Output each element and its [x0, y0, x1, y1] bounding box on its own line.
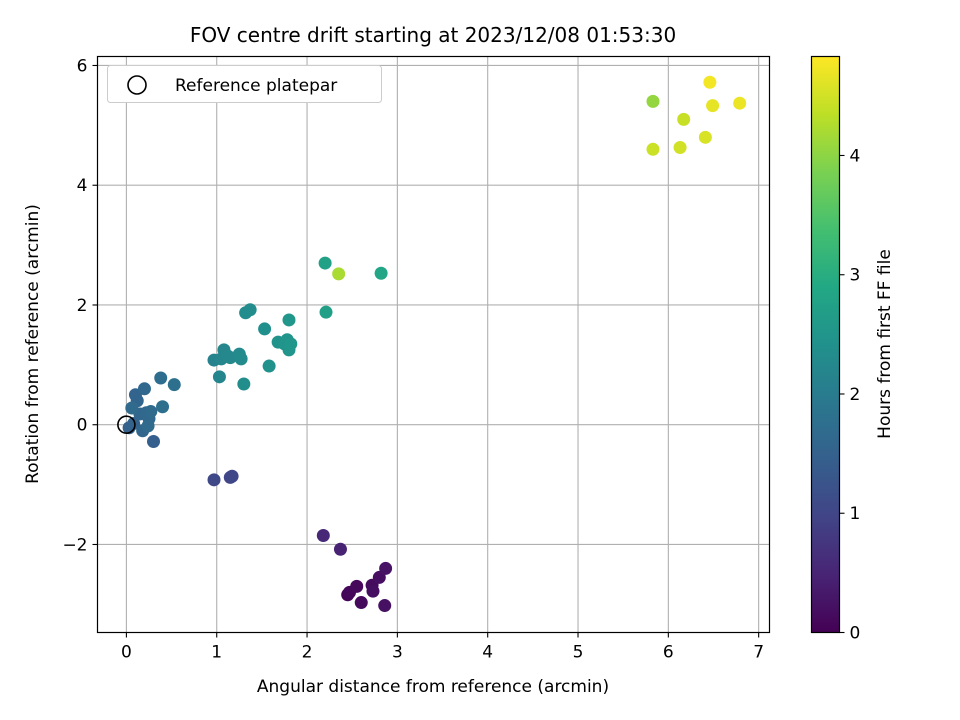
data-point — [677, 112, 691, 126]
data-point — [333, 542, 347, 556]
colorbar-tick-label: 0 — [850, 624, 861, 644]
colorbar-ticks: 0 1 2 3 4 — [839, 146, 861, 644]
y-tick-label: 2 — [77, 296, 88, 316]
plot-frame — [96, 55, 771, 634]
y-tick-label: 4 — [77, 176, 88, 196]
y-tick-label: 0 — [77, 416, 88, 436]
data-point — [366, 584, 380, 598]
data-point — [350, 579, 364, 593]
legend-label-reference: Reference platepar — [175, 76, 337, 96]
data-point — [282, 313, 296, 327]
data-point — [147, 434, 160, 448]
data-point — [354, 596, 368, 610]
legend: Reference platepar — [107, 65, 382, 103]
legend-marker-reference — [127, 75, 147, 95]
data-point — [318, 256, 332, 270]
x-tick-label: 0 — [121, 643, 132, 663]
data-point — [207, 473, 221, 487]
grid-lines — [97, 56, 770, 633]
data-point — [144, 405, 158, 419]
colorbar-tick-label: 2 — [850, 385, 861, 405]
legend-box — [107, 65, 382, 103]
data-point — [698, 130, 712, 144]
x-axis-label: Angular distance from reference (arcmin) — [257, 677, 609, 697]
colorbar-tick-label: 3 — [850, 266, 861, 286]
data-point — [646, 94, 660, 108]
reference-marker — [117, 415, 136, 435]
data-point — [156, 400, 170, 414]
x-tick-label: 5 — [573, 643, 584, 663]
data-point — [262, 359, 276, 373]
y-tick-label: −2 — [62, 535, 87, 555]
x-tick-label: 6 — [663, 643, 674, 663]
x-tick-label: 3 — [392, 643, 403, 663]
data-point — [673, 141, 687, 155]
data-point — [141, 419, 155, 433]
colorbar-tick-label: 1 — [850, 504, 861, 524]
x-tick-label: 4 — [482, 643, 493, 663]
data-points — [122, 75, 747, 613]
data-point — [125, 401, 139, 415]
data-point — [234, 352, 248, 366]
y-axis-label: Rotation from reference (arcmin) — [23, 204, 43, 484]
data-point — [284, 337, 298, 351]
data-point — [374, 266, 388, 280]
data-point — [243, 303, 257, 317]
data-point — [372, 570, 386, 584]
data-point — [225, 469, 239, 483]
data-point — [258, 322, 272, 336]
y-axis-ticks: −2 0 2 4 6 — [62, 56, 98, 555]
data-point — [316, 529, 330, 543]
y-tick-label: 6 — [77, 56, 88, 76]
data-point — [127, 417, 141, 431]
data-point — [379, 561, 393, 575]
data-point — [237, 377, 251, 391]
data-point — [137, 382, 151, 396]
data-point — [212, 370, 226, 384]
data-point — [378, 599, 392, 613]
x-tick-label: 7 — [753, 643, 764, 663]
x-axis-ticks: 0 1 2 3 4 5 6 7 — [121, 632, 764, 663]
data-point — [703, 75, 717, 89]
data-point — [733, 96, 747, 110]
colorbar-tick-label: 4 — [850, 146, 861, 166]
data-point — [167, 378, 181, 392]
colorbar-label: Hours from first FF file — [875, 249, 895, 439]
x-tick-label: 2 — [302, 643, 313, 663]
data-point — [646, 142, 660, 156]
reference-platepar-marker — [117, 415, 136, 435]
chart-title: FOV centre drift starting at 2023/12/08 … — [190, 23, 676, 47]
data-point — [319, 305, 333, 319]
colorbar — [810, 55, 841, 634]
x-tick-label: 1 — [211, 643, 222, 663]
data-point — [332, 267, 346, 281]
data-point — [154, 371, 168, 385]
data-point — [706, 99, 720, 113]
